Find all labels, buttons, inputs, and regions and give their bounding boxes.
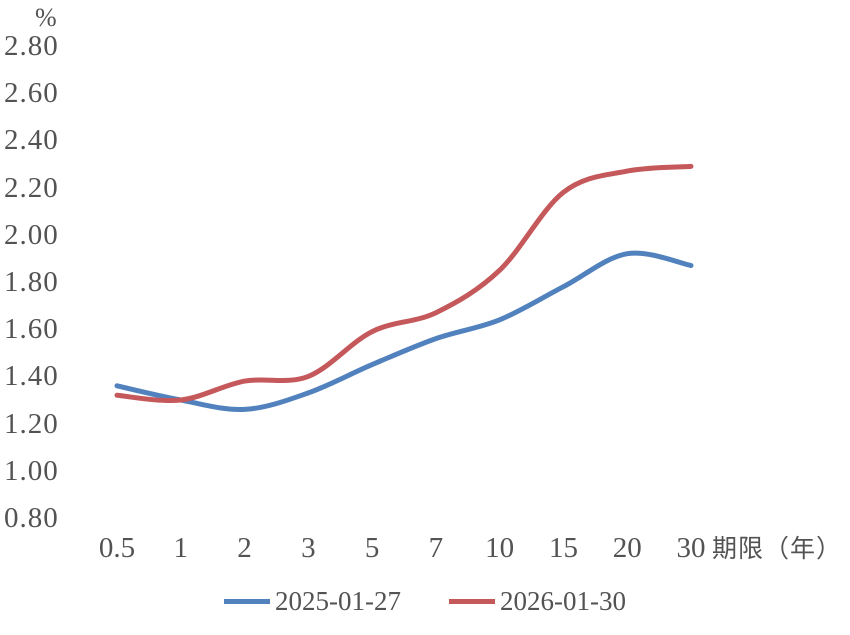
legend-label-series-1: 2025-01-27: [275, 586, 401, 616]
legend-line-swatch-red: [449, 598, 495, 604]
y-axis-unit-label: %: [35, 3, 57, 32]
y-tick-label: 2.60: [4, 77, 59, 110]
x-tick-label: 20: [612, 532, 642, 564]
y-tick-label: 1.80: [4, 266, 59, 298]
series-line-2026-01-30: [114, 163, 694, 403]
legend-line-swatch-blue: [224, 598, 271, 604]
x-tick-label: 30: [676, 532, 706, 564]
legend-label-series-2: 2026-01-30: [500, 586, 626, 616]
x-tick-label: 7: [428, 532, 444, 564]
y-tick-label: 2.80: [4, 30, 59, 62]
legend-item-series-1[interactable]: 2025-01-27: [224, 586, 401, 616]
y-tick-label: 1.20: [4, 407, 59, 440]
legend: 2025-01-27 2026-01-30: [0, 586, 850, 616]
y-tick-label: 1.60: [4, 313, 59, 346]
x-tick-label: 2: [237, 532, 252, 564]
x-tick-label: 1: [173, 532, 189, 564]
x-axis-title: 期限（年）: [712, 536, 843, 563]
y-tick-label: 2.00: [4, 218, 59, 251]
y-tick-label: 1.00: [4, 454, 59, 487]
x-tick-label: 3: [301, 532, 316, 564]
x-tick-label: 15: [548, 532, 578, 564]
x-tick-label: 10: [485, 532, 515, 564]
y-tick-label: 0.80: [4, 502, 59, 534]
y-tick-label: 1.40: [4, 360, 59, 393]
y-tick-label: 2.20: [4, 171, 59, 204]
x-tick-label: 0.5: [98, 532, 136, 564]
y-tick-label: 2.40: [4, 124, 59, 157]
series-line-2025-01-27: [114, 250, 694, 413]
legend-item-series-2[interactable]: 2026-01-30: [449, 586, 626, 616]
x-tick-label: 5: [364, 532, 380, 564]
